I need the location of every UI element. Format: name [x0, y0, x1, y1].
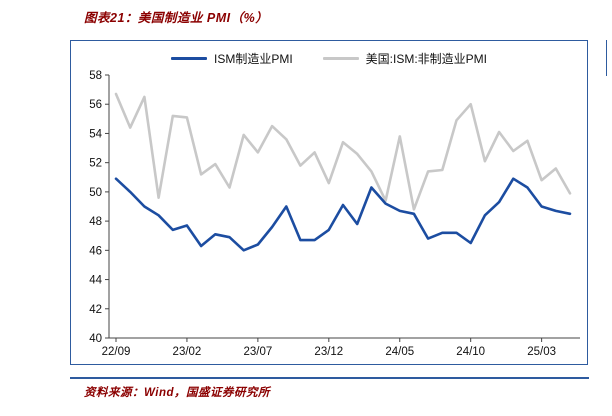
divider-line — [70, 377, 589, 379]
legend-item-ism-manufacturing: ISM制造业PMI — [170, 50, 293, 67]
svg-text:24/05: 24/05 — [385, 346, 414, 358]
legend-line-sample-non-manufacturing — [322, 57, 359, 60]
svg-text:23/07: 23/07 — [243, 346, 272, 358]
svg-text:42: 42 — [89, 304, 102, 316]
svg-text:58: 58 — [89, 70, 102, 82]
chart-legend: ISM制造业PMI 美国:ISM:非制造业PMI — [71, 50, 587, 67]
legend-label-manufacturing: ISM制造业PMI — [213, 52, 293, 66]
legend-item-non-manufacturing: 美国:ISM:非制造业PMI — [322, 50, 487, 67]
svg-text:48: 48 — [89, 216, 102, 228]
svg-text:23/02: 23/02 — [173, 346, 202, 358]
source-note: 资料来源：Wind，国盛证券研究所 — [84, 387, 270, 399]
svg-text:22/09: 22/09 — [102, 346, 131, 358]
svg-text:40: 40 — [89, 333, 102, 345]
legend-label-non-manufacturing: 美国:ISM:非制造业PMI — [365, 52, 487, 66]
svg-text:23/12: 23/12 — [314, 346, 343, 358]
svg-text:50: 50 — [89, 187, 102, 199]
figure-title: 图表21：美国制造业 PMI（%） — [84, 11, 269, 25]
svg-text:56: 56 — [89, 99, 102, 111]
chart-frame: ISM制造业PMI 美国:ISM:非制造业PMI 58 56 54 52 50 48 46 4… — [70, 40, 588, 365]
svg-text:54: 54 — [89, 128, 102, 140]
svg-text:52: 52 — [89, 158, 102, 170]
legend-line-sample-manufacturing — [170, 57, 207, 60]
svg-text:46: 46 — [89, 245, 102, 257]
right-edge-line-fragment — [606, 40, 607, 76]
svg-text:44: 44 — [89, 275, 102, 287]
svg-text:24/10: 24/10 — [456, 346, 485, 358]
svg-text:25/03: 25/03 — [527, 346, 556, 358]
